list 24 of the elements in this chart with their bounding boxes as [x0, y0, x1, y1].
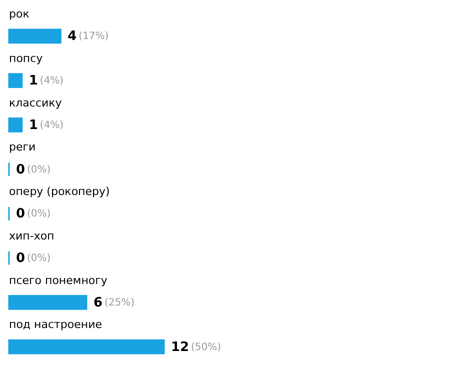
data-label: 12: [171, 340, 190, 355]
annotation: (4%): [40, 76, 64, 87]
annotation: (25%): [104, 297, 135, 308]
data-label: 0: [16, 162, 26, 178]
y-tick-label: хип-хоп: [9, 229, 54, 242]
annotation: (50%): [191, 342, 222, 353]
data-label: 1: [28, 118, 38, 133]
y-tick-label: попсу: [9, 52, 44, 65]
y-tick-label: под настроение: [9, 318, 102, 332]
annotation: (17%): [78, 31, 109, 42]
y-tick-label: оперу (рокоперу): [9, 185, 110, 198]
y-tick-label: рок: [9, 8, 30, 21]
annotation: (0%): [27, 253, 51, 264]
y-tick-label: классику: [9, 96, 62, 110]
y-tick-label: псего понемногу: [9, 274, 108, 287]
data-label: 0: [16, 206, 26, 222]
data-label: 6: [94, 295, 103, 310]
y-tick-label: реги: [9, 140, 36, 154]
data-label: 0: [16, 251, 26, 266]
annotation: (0%): [27, 208, 51, 220]
data-label: 4: [68, 29, 77, 44]
annotation: (0%): [27, 164, 51, 176]
data-label: 1: [28, 74, 38, 89]
annotation: (4%): [40, 120, 64, 131]
